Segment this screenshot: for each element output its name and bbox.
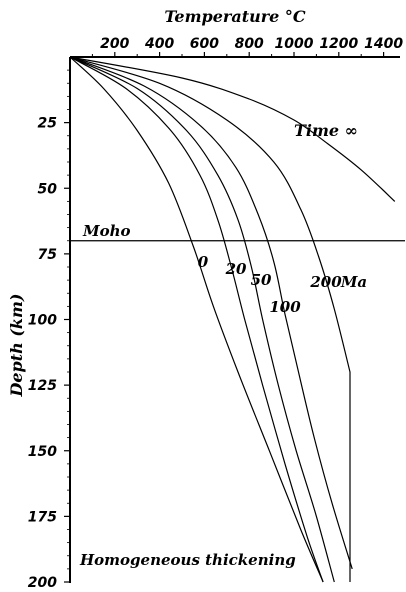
curve-label-20: 20 bbox=[225, 260, 247, 278]
y-tick-label: 125 bbox=[28, 378, 57, 394]
curves bbox=[69, 56, 396, 583]
x-axis-title: Temperature °C bbox=[164, 7, 306, 26]
geotherm-curve-2 bbox=[69, 56, 324, 583]
curve-label-0: 0 bbox=[198, 253, 209, 271]
y-tick-label: 25 bbox=[38, 116, 58, 132]
time-infinity-label: Time ∞ bbox=[294, 121, 358, 140]
annotations: Moho 0 20 50 100 200 Ma Time ∞ Homogeneo… bbox=[70, 121, 405, 569]
y-tick-label: 150 bbox=[28, 444, 57, 460]
footer-annotation: Homogeneous thickening bbox=[79, 551, 296, 569]
x-tick-label: 1000 bbox=[275, 36, 314, 52]
curve-label-ma: Ma bbox=[340, 273, 367, 291]
y-tick-label: 100 bbox=[28, 313, 57, 329]
x-tick-label: 800 bbox=[235, 36, 264, 52]
geotherm-curve-4 bbox=[69, 56, 353, 570]
moho-label: Moho bbox=[82, 222, 131, 240]
x-tick-label: 1200 bbox=[319, 36, 358, 52]
axes: 200 400 600 800 1000 1200 14002550751001251501… bbox=[28, 36, 404, 591]
geotherm-curve-6 bbox=[69, 56, 396, 202]
x-tick-label: 1400 bbox=[364, 36, 403, 52]
x-tick-label: 200 bbox=[100, 36, 129, 52]
y-tick-label: 200 bbox=[28, 575, 57, 591]
curve-label-50: 50 bbox=[251, 271, 272, 289]
y-tick-label: 75 bbox=[38, 247, 58, 263]
curve-label-200: 200 bbox=[309, 273, 342, 291]
x-tick-label: 400 bbox=[144, 36, 174, 52]
geotherm-curve-1 bbox=[69, 56, 324, 583]
geotherm-curve-3 bbox=[69, 56, 335, 583]
y-tick-label: 50 bbox=[38, 181, 58, 197]
y-axis-title: Depth (km) bbox=[7, 294, 26, 398]
curve-label-100: 100 bbox=[269, 298, 301, 316]
y-tick-label: 175 bbox=[28, 509, 57, 525]
geotherm-curve-5 bbox=[69, 56, 351, 582]
x-tick-label: 600 bbox=[190, 36, 219, 52]
